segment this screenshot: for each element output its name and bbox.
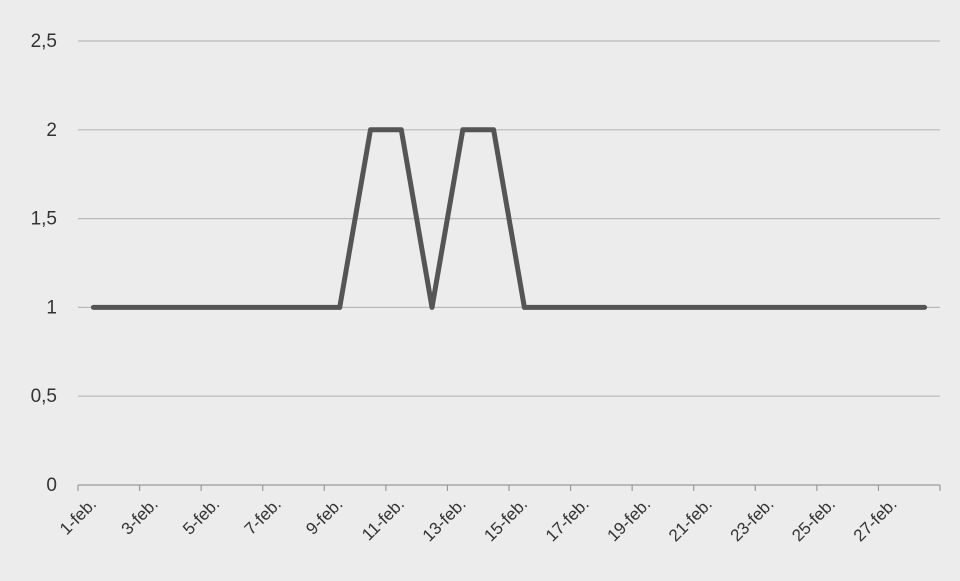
x-axis <box>78 485 940 491</box>
y-tick-label: 2 <box>46 120 57 141</box>
y-tick-label: 1,5 <box>31 209 57 230</box>
x-tick-label: 19-feb. <box>603 494 654 545</box>
x-tick-label: 9-feb. <box>302 494 346 538</box>
y-tick-label: 2,5 <box>31 31 57 52</box>
x-tick-label: 7-feb. <box>241 494 285 538</box>
x-tick-label: 5-feb. <box>179 494 223 538</box>
x-tick-label: 1-feb. <box>56 494 100 538</box>
x-tick-label: 21-feb. <box>665 494 716 545</box>
x-tick-label: 23-feb. <box>727 494 778 545</box>
x-tick-label: 27-feb. <box>850 494 901 545</box>
x-tick-label: 11-feb. <box>358 494 408 544</box>
x-tick-label: 15-feb. <box>480 494 531 545</box>
x-tick-label: 17-feb. <box>542 494 593 545</box>
x-tick-label: 25-feb. <box>788 494 839 545</box>
y-tick-label: 0,5 <box>31 386 57 407</box>
y-tick-label: 0 <box>46 475 57 496</box>
y-tick-label: 1 <box>46 297 57 318</box>
y-axis-labels: 0 0,5 1 1,5 2 2,5 <box>31 31 57 496</box>
x-tick-label: 3-feb. <box>118 494 162 538</box>
x-tick-label: 13-feb. <box>419 494 470 545</box>
x-axis-labels: 1-feb. 3-feb. 5-feb. 7-feb. 9-feb. 11-feb. 13-… <box>56 494 901 545</box>
